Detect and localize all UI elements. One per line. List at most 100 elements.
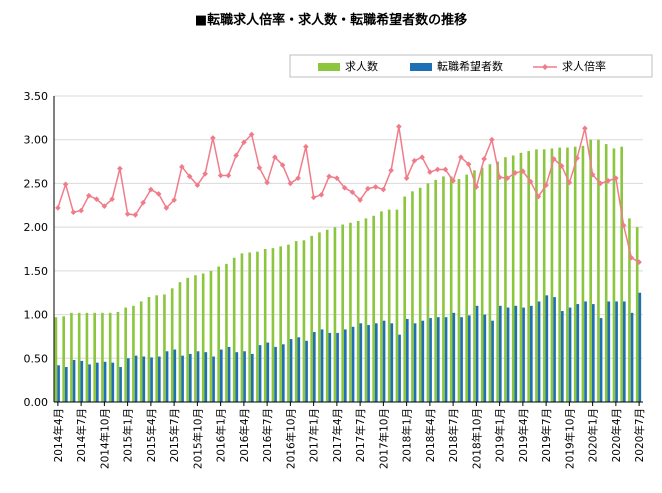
x-tick-label: 2017年10月 bbox=[377, 408, 390, 469]
bar-jobs bbox=[116, 311, 120, 402]
bar-jobs bbox=[465, 174, 469, 402]
bar-seekers bbox=[189, 353, 192, 402]
bar-jobs bbox=[372, 215, 376, 402]
bar-jobs bbox=[201, 273, 205, 402]
ratio-point bbox=[279, 162, 286, 168]
x-tick-label: 2019年7月 bbox=[540, 408, 553, 462]
bar-jobs bbox=[542, 149, 546, 402]
legend-frame bbox=[289, 54, 653, 78]
bar-jobs bbox=[310, 235, 314, 402]
bar-jobs bbox=[54, 317, 58, 402]
ratio-point bbox=[171, 197, 177, 203]
legend-swatch-seekers bbox=[410, 63, 432, 71]
ratio-point bbox=[411, 157, 418, 164]
ratio-point bbox=[248, 131, 255, 138]
ratio-point bbox=[241, 139, 247, 146]
ratio-point bbox=[132, 212, 139, 218]
bar-seekers bbox=[88, 364, 91, 402]
ratio-point bbox=[124, 211, 131, 217]
bar-seekers bbox=[80, 360, 84, 402]
x-tick-label: 2020年4月 bbox=[610, 408, 623, 462]
bar-jobs bbox=[170, 288, 174, 402]
bar-seekers bbox=[537, 301, 541, 402]
bar-seekers bbox=[274, 346, 277, 402]
x-tick-label: 2017年1月 bbox=[308, 408, 321, 462]
bar-seekers bbox=[429, 318, 432, 402]
x-tick-label: 2019年1月 bbox=[494, 408, 507, 462]
bar-jobs bbox=[209, 270, 213, 402]
bar-jobs bbox=[302, 240, 306, 402]
bar-jobs bbox=[620, 146, 624, 402]
x-tick-label: 2020年7月 bbox=[633, 408, 646, 462]
bar-jobs bbox=[294, 241, 298, 402]
ratio-point bbox=[636, 259, 642, 265]
x-tick-label: 2015年7月 bbox=[168, 408, 181, 462]
ratio-point bbox=[605, 178, 611, 184]
bar-seekers bbox=[165, 351, 169, 402]
ratio-point bbox=[310, 194, 317, 201]
bar-jobs bbox=[519, 152, 523, 402]
bar-jobs bbox=[597, 139, 600, 402]
bar-jobs bbox=[155, 295, 159, 402]
bar-jobs bbox=[612, 148, 616, 402]
ratio-point bbox=[341, 185, 348, 191]
bar-seekers bbox=[351, 326, 355, 402]
bar-jobs bbox=[581, 145, 585, 402]
ratio-point bbox=[303, 143, 309, 150]
bar-jobs bbox=[449, 176, 453, 402]
legend-marker-ratio bbox=[542, 64, 548, 70]
ratio-point bbox=[163, 205, 170, 211]
x-tick-label: 2017年7月 bbox=[354, 408, 367, 462]
ratio-point bbox=[326, 173, 332, 180]
x-tick-label: 2015年10月 bbox=[191, 408, 204, 469]
bar-jobs bbox=[573, 146, 577, 402]
bar-seekers bbox=[623, 301, 626, 402]
x-tick-label: 2016年1月 bbox=[215, 408, 228, 462]
ratio-series-line bbox=[57, 126, 640, 263]
bar-jobs bbox=[256, 251, 259, 402]
legend-swatch-jobs bbox=[318, 63, 340, 71]
bar-seekers bbox=[506, 307, 510, 402]
bar-seekers bbox=[568, 307, 572, 402]
ratio-point bbox=[512, 170, 518, 176]
bar-jobs bbox=[457, 179, 461, 402]
ratio-point bbox=[551, 156, 557, 162]
ratio-point bbox=[101, 203, 108, 209]
bar-jobs bbox=[132, 305, 135, 402]
bar-seekers bbox=[630, 312, 634, 402]
ratio-point bbox=[62, 181, 69, 188]
bar-jobs bbox=[325, 229, 329, 402]
ratio-point bbox=[620, 222, 627, 229]
ratio-point bbox=[295, 175, 301, 181]
bar-seekers bbox=[227, 346, 231, 402]
bar-seekers bbox=[437, 317, 440, 402]
bar-jobs bbox=[139, 301, 143, 402]
ratio-point bbox=[582, 125, 588, 132]
ratio-point bbox=[109, 196, 115, 202]
bars bbox=[54, 139, 642, 403]
y-tick-label: 0.00 bbox=[24, 396, 49, 409]
bar-seekers bbox=[499, 305, 502, 402]
x-tick-label: 2014年4月 bbox=[52, 408, 65, 462]
bar-seekers bbox=[390, 323, 394, 402]
bar-seekers bbox=[72, 360, 76, 402]
bar-seekers bbox=[57, 365, 60, 402]
bar-jobs bbox=[527, 151, 531, 402]
bar-seekers bbox=[65, 367, 68, 402]
y-tick-label: 0.50 bbox=[24, 352, 49, 365]
bar-seekers bbox=[468, 315, 471, 402]
bar-jobs bbox=[341, 224, 345, 402]
ratio-point bbox=[442, 166, 449, 173]
ratio-point bbox=[388, 167, 394, 174]
bar-seekers bbox=[266, 342, 270, 402]
y-tick-label: 3.50 bbox=[24, 90, 49, 103]
bar-seekers bbox=[196, 351, 200, 402]
bar-jobs bbox=[635, 227, 639, 402]
bar-jobs bbox=[194, 275, 197, 402]
ratio-point bbox=[86, 192, 92, 199]
ratio-point bbox=[357, 197, 363, 203]
bar-seekers bbox=[367, 325, 370, 402]
bar-seekers bbox=[444, 317, 448, 402]
x-tick-label: 2019年10月 bbox=[563, 408, 576, 469]
bar-jobs bbox=[232, 257, 236, 402]
